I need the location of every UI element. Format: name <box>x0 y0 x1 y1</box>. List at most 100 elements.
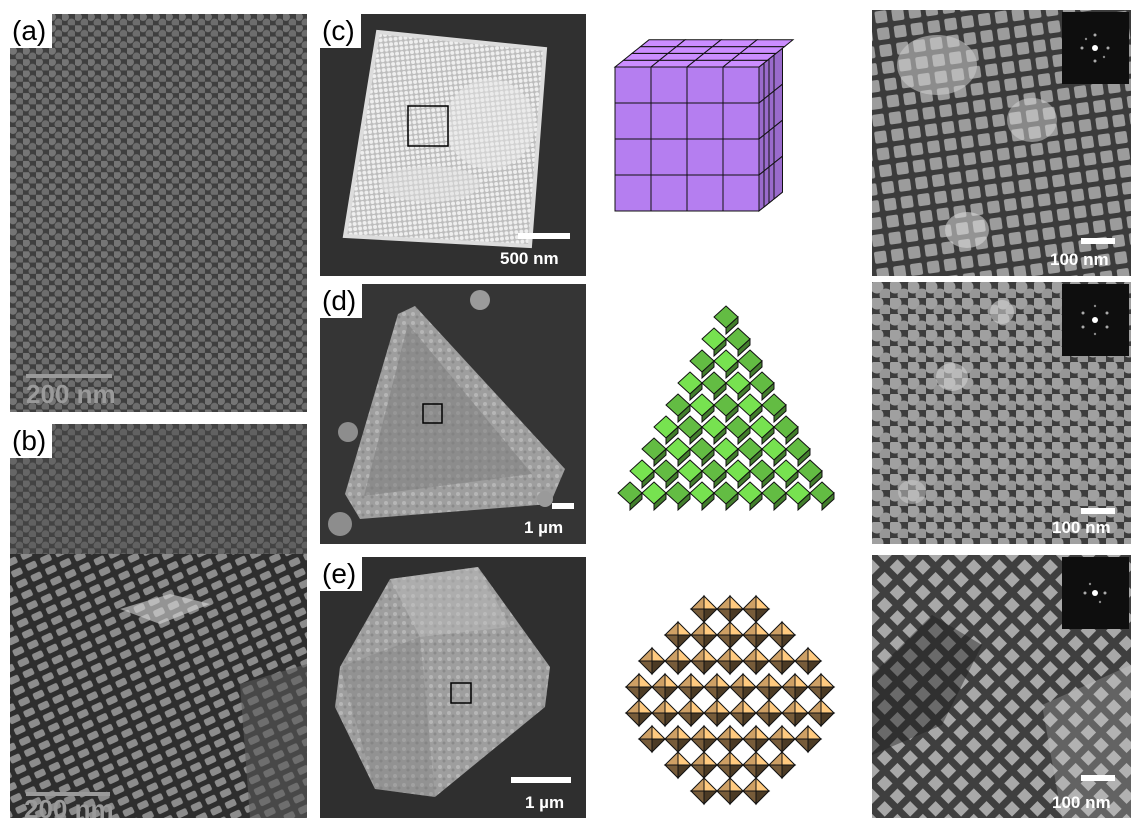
cube-front-face <box>722 138 760 176</box>
panel-b-scalebar-text: 200 nm <box>24 794 114 818</box>
tetra-unit-side <box>713 337 727 358</box>
octa-unit-face <box>689 764 705 780</box>
octa-unit-face <box>689 646 705 662</box>
octa-unit-face <box>676 712 692 728</box>
octa-unit-face <box>728 712 744 728</box>
octa-unit-face <box>755 634 771 650</box>
octa-unit-face <box>703 634 719 650</box>
octa-unit-face <box>650 672 666 688</box>
octa-unit-face <box>676 672 692 688</box>
octa-unit-face <box>689 750 705 766</box>
tetra-unit-side <box>737 425 751 446</box>
octa-unit-face <box>651 738 667 754</box>
octa-unit-face <box>677 738 693 754</box>
tetra-unit-side <box>725 491 739 512</box>
octa-unit-face <box>781 634 797 650</box>
panel-e-scalebar-text: 1 µm <box>525 793 565 812</box>
octa-unit-face <box>715 738 731 754</box>
octa-unit-face <box>715 660 731 676</box>
octa-unit-face <box>806 698 822 714</box>
octa-unit-face <box>755 724 771 740</box>
panel-b-sem-image: (b) 200 nm <box>10 424 307 818</box>
tetra-unit-side <box>653 447 667 468</box>
octa-unit-face <box>820 698 836 714</box>
tetra-unit-side <box>665 469 679 490</box>
octa-unit-face <box>807 724 823 740</box>
panel-d-zoom-scalebar-bar <box>1081 508 1115 514</box>
cube-front-face <box>614 66 652 104</box>
tetra-unit-side <box>797 491 811 512</box>
tetra-unit-side <box>737 469 751 490</box>
tetra-unit-side <box>689 425 703 446</box>
octa-unit-face <box>768 698 784 714</box>
tetra-unit-side <box>785 425 799 446</box>
tetra-unit-side <box>737 381 751 402</box>
octa-unit-face <box>742 698 758 714</box>
panel-a-label: (a) <box>10 14 53 48</box>
octa-unit-face <box>755 750 771 766</box>
octa-unit-face <box>780 712 796 728</box>
octa-unit-face <box>793 738 809 754</box>
octa-unit-face <box>677 620 693 636</box>
octa-unit-face <box>768 712 784 728</box>
tetra-unit-side <box>785 469 799 490</box>
panel-d-zoom-scalebar-text: 100 nm <box>1052 518 1111 537</box>
octa-unit-face <box>715 608 731 624</box>
octa-unit-face <box>807 660 823 676</box>
tetra-unit-side <box>641 469 655 490</box>
octa-unit-face <box>807 738 823 754</box>
octa-unit-face <box>768 672 784 688</box>
octa-unit-face <box>703 724 719 740</box>
octa-unit-face <box>806 712 822 728</box>
panel-d-label: (d) <box>320 284 363 318</box>
panel-e-zoom-sem-image: 100 nm <box>872 555 1131 818</box>
cube-front-face <box>650 138 688 176</box>
tetra-unit-side <box>701 491 715 512</box>
panel-d-zoom-sem-image: 100 nm <box>872 282 1131 544</box>
tetra-unit-side <box>701 403 715 424</box>
octa-unit-face <box>767 634 783 650</box>
octa-unit-face <box>793 660 809 676</box>
panel-d-tetrahedron-model <box>612 300 840 512</box>
octa-unit-face <box>715 620 731 636</box>
octa-unit-face <box>729 620 745 636</box>
octa-unit-face <box>663 750 679 766</box>
octa-unit-face <box>754 698 770 714</box>
octa-unit-face <box>741 608 757 624</box>
tetra-unit-side <box>773 447 787 468</box>
octa-unit-face <box>767 660 783 676</box>
panel-c-zoom-scalebar-bar <box>1081 238 1115 244</box>
octa-unit-face <box>728 672 744 688</box>
tetra-unit-side <box>737 337 751 358</box>
octa-unit-face <box>716 672 732 688</box>
octa-unit-face <box>729 776 745 792</box>
panel-d-sem-image: (d) 1 µm <box>320 284 586 544</box>
panel-b-label: (b) <box>10 424 53 458</box>
octa-unit-face <box>741 750 757 766</box>
panel-a-scalebar-bar <box>26 374 112 378</box>
octa-unit-face <box>689 738 705 754</box>
cube-front-face <box>686 66 724 104</box>
cube-top-face <box>730 52 778 61</box>
octa-unit-face <box>729 646 745 662</box>
cube-front-face <box>650 174 688 212</box>
octa-unit-face <box>806 672 822 688</box>
cube-top-face <box>738 46 786 54</box>
octa-unit-face <box>755 790 771 806</box>
octa-unit-face <box>741 724 757 740</box>
tetra-unit-side <box>773 403 787 424</box>
octa-unit-face <box>728 686 744 702</box>
octa-unit-face <box>755 646 771 662</box>
octa-unit-face <box>741 660 757 676</box>
octa-unit-face <box>715 646 731 662</box>
octa-unit-face <box>663 660 679 676</box>
octa-unit-face <box>689 790 705 806</box>
octa-unit-face <box>703 594 719 610</box>
octa-unit-face <box>664 672 680 688</box>
octa-unit-face <box>716 686 732 702</box>
octa-unit-face <box>729 608 745 624</box>
octa-unit-face <box>742 672 758 688</box>
octa-unit-face <box>741 594 757 610</box>
octa-unit-face <box>689 776 705 792</box>
cube-front-face <box>686 102 724 140</box>
